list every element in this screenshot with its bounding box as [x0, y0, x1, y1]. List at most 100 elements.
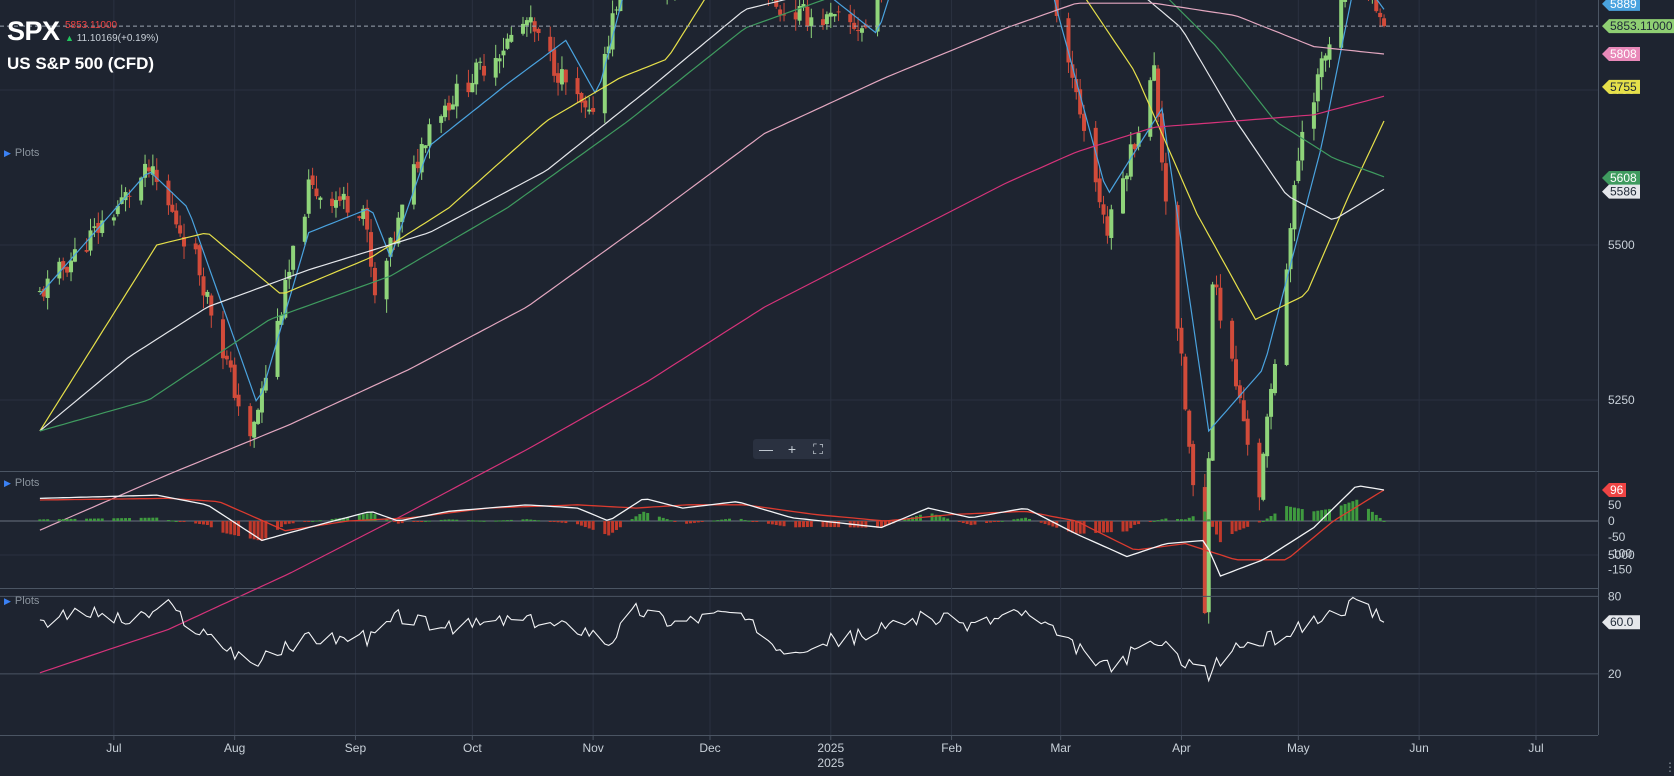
macd-histogram-bar: [1289, 506, 1293, 521]
macd-histogram-bar: [1047, 521, 1051, 526]
candle-body: [427, 124, 432, 146]
macd-histogram-bar: [221, 521, 225, 533]
candle-body: [832, 13, 837, 17]
symbol-header: SPX 5853.11000 ▲ 11.10169(+0.19%): [7, 16, 159, 47]
macd-histogram-bar: [1339, 505, 1343, 521]
candle-body: [1311, 102, 1316, 129]
plus-icon[interactable]: +: [787, 441, 797, 457]
macd-histogram-bar: [100, 518, 104, 521]
candle-body: [166, 180, 171, 206]
candle-body: [1152, 65, 1157, 81]
candle-body: [41, 288, 46, 297]
candle-body: [805, 6, 810, 27]
macd-histogram-bar: [529, 519, 533, 521]
candle-body: [224, 355, 229, 360]
macd-histogram-bar: [112, 518, 116, 521]
candle-body: [1206, 458, 1211, 613]
candle-body: [801, 4, 806, 8]
macd-histogram-bar: [198, 521, 202, 524]
macd-histogram-bar: [879, 521, 883, 528]
macd-histogram-bar: [1102, 521, 1106, 533]
macd-y-tick-label: -150: [1608, 562, 1632, 576]
x-year-label: 2025: [817, 756, 844, 770]
macd-histogram-bar: [618, 521, 622, 528]
candle-body: [559, 69, 564, 85]
macd-histogram-bar: [1265, 518, 1269, 521]
fullscreen-icon[interactable]: ⛶: [813, 441, 823, 457]
macd-histogram-bar: [942, 517, 946, 521]
candle-body: [143, 163, 148, 178]
macd-histogram-bar: [1082, 521, 1086, 534]
macd-histogram-bar: [61, 519, 65, 521]
macd-histogram-bar: [1164, 518, 1168, 521]
macd-histogram-bar: [1098, 521, 1102, 533]
macd-histogram-bar: [1320, 510, 1324, 521]
candle-body: [1327, 44, 1332, 60]
candle-body: [111, 217, 116, 221]
macd-histogram-bar: [96, 518, 100, 521]
macd-histogram-bar: [1074, 521, 1078, 534]
candle-body: [1074, 78, 1079, 93]
macd-histogram-bar: [1191, 516, 1195, 521]
candle-body: [1265, 416, 1270, 457]
macd-histogram-bar: [182, 521, 186, 522]
macd-histogram-bar: [642, 511, 646, 521]
minus-icon[interactable]: —: [759, 441, 773, 457]
macd-histogram-bar: [287, 521, 291, 524]
macd-histogram-bar: [556, 521, 560, 523]
macd-histogram-bar: [1137, 521, 1141, 525]
macd-histogram-bar: [470, 520, 474, 522]
x-tick-label: Jul: [1528, 741, 1543, 755]
macd-histogram-bar: [739, 518, 743, 521]
y-tick-label: 5250: [1608, 393, 1635, 407]
macd-histogram-bar: [860, 521, 864, 528]
macd-histogram-bar: [603, 521, 607, 535]
macd-histogram-bar: [1285, 506, 1289, 521]
more-vertical-icon[interactable]: ⋮: [1664, 760, 1674, 774]
macd-histogram-bar: [369, 512, 373, 521]
candle-body: [602, 53, 607, 114]
macd-histogram-bar: [229, 521, 233, 535]
macd-histogram-bar: [69, 518, 73, 521]
macd-histogram-bar: [537, 520, 541, 522]
candle-body: [591, 108, 596, 112]
macd-histogram-bar: [1316, 510, 1320, 521]
candle-body: [1105, 216, 1110, 236]
macd-histogram-bar: [1257, 521, 1261, 523]
candle-body: [1183, 356, 1188, 410]
candle-body: [856, 30, 861, 32]
macd-histogram-bar: [1296, 508, 1300, 521]
price-value-tag-bg: [1602, 184, 1640, 199]
macd-histogram-bar: [412, 521, 416, 522]
price-panel-plots-toggle[interactable]: ▶ Plots: [4, 147, 39, 159]
macd-histogram-bar: [1051, 521, 1055, 527]
candle-body: [154, 169, 159, 182]
candle-body: [501, 50, 506, 56]
rsi-panel-plots-toggle[interactable]: ▶ Plots: [4, 595, 39, 607]
macd-histogram-bar: [1070, 521, 1074, 533]
macd-histogram-bar: [155, 517, 159, 521]
x-tick-label: Feb: [941, 741, 962, 755]
macd-histogram-bar: [712, 520, 716, 522]
macd-histogram-bar: [957, 521, 961, 522]
macd-histogram-bar: [809, 521, 813, 527]
candle-body: [100, 220, 105, 234]
candle-body: [275, 320, 280, 377]
macd-histogram-bar: [1378, 517, 1382, 521]
candle-body: [524, 20, 529, 26]
candle-body: [1066, 18, 1071, 63]
candle-body: [478, 61, 483, 63]
macd-histogram-bar: [1292, 507, 1296, 521]
candle-body: [1343, 0, 1348, 2]
candle-body: [1257, 442, 1262, 498]
moving-average-line: [39, 0, 1385, 433]
macd-histogram-bar: [147, 517, 151, 521]
candle-body: [392, 240, 397, 242]
candle-body: [474, 62, 479, 85]
candle-body: [69, 260, 74, 273]
macd-histogram-bar: [1156, 520, 1160, 522]
macd-histogram-bar: [1125, 521, 1129, 532]
macd-panel-plots-toggle[interactable]: ▶ Plots: [4, 477, 39, 489]
